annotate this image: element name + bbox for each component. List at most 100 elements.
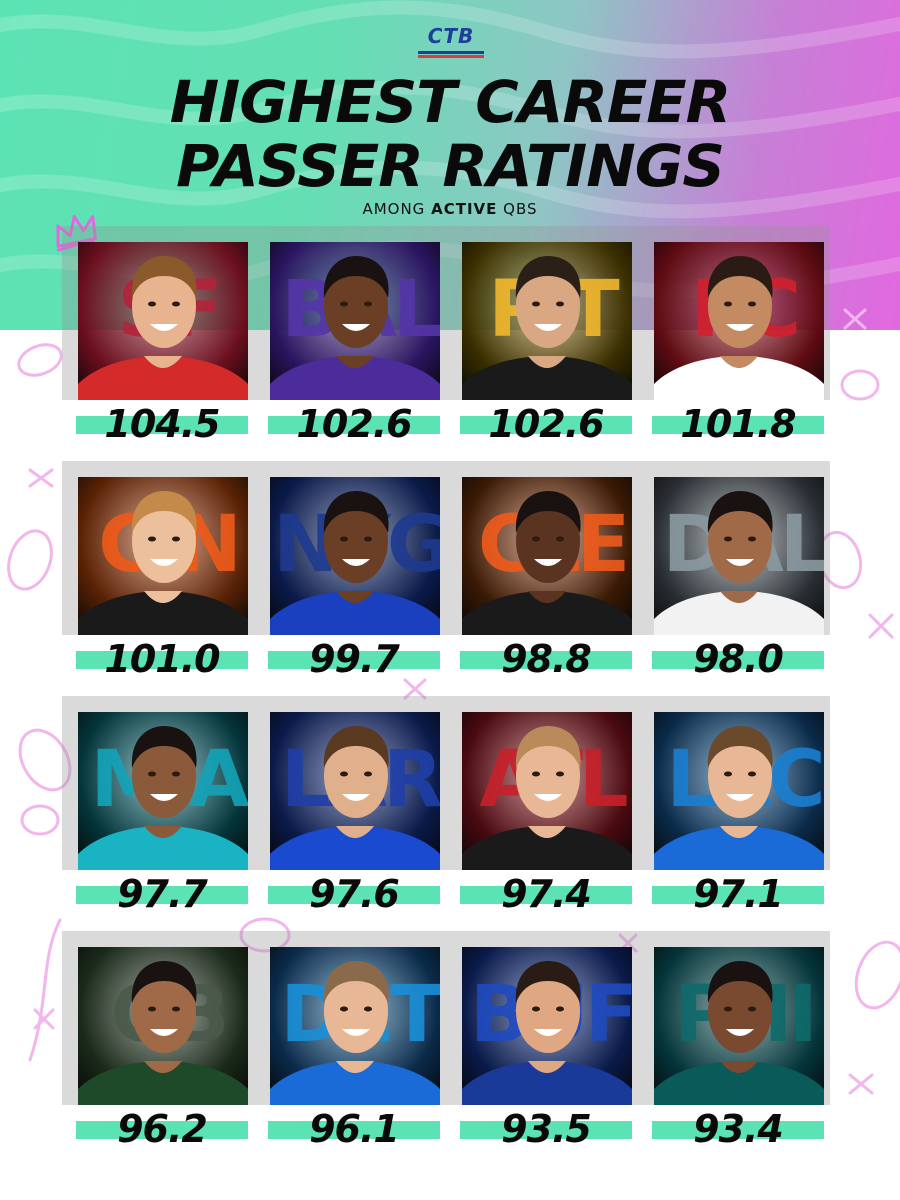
passer-rating: 104.5 <box>104 402 220 446</box>
rating-highlight-bar <box>460 1121 632 1139</box>
passer-rating: 97.1 <box>693 872 784 916</box>
player-jersey <box>78 1061 248 1105</box>
player-photo: MIA <box>78 712 248 870</box>
player-jersey <box>654 356 824 400</box>
player-head <box>131 256 197 348</box>
player-head <box>131 961 197 1053</box>
page-subtitle: AMONG ACTIVE QBS <box>0 200 900 218</box>
player-photo: PHI <box>654 947 824 1105</box>
passer-rating: 102.6 <box>296 402 412 446</box>
rating-highlight-bar <box>460 416 632 434</box>
player-jersey <box>654 1061 824 1105</box>
player-head <box>131 491 197 583</box>
passer-rating: 102.6 <box>488 402 604 446</box>
player-jersey <box>270 591 440 635</box>
subtitle-emphasis: ACTIVE <box>431 200 498 218</box>
player-card: DET96.1 <box>254 931 446 1166</box>
player-card: BUF93.5 <box>446 931 638 1166</box>
player-head <box>323 961 389 1053</box>
player-head <box>131 726 197 818</box>
player-photo: CIN <box>78 477 248 635</box>
player-head <box>515 491 581 583</box>
passer-rating: 93.5 <box>501 1107 592 1151</box>
player-grid: SF104.5BAL102.6PIT102.6KC101.8CIN101.0NY… <box>62 226 838 1186</box>
player-card: NYG99.7 <box>254 461 446 696</box>
player-card: BAL102.6 <box>254 226 446 461</box>
player-head <box>515 961 581 1053</box>
player-card: ATL97.4 <box>446 696 638 931</box>
page-title-line-1: HIGHEST CAREER <box>169 68 731 136</box>
player-photo: KC <box>654 242 824 400</box>
player-head <box>323 726 389 818</box>
player-photo: ATL <box>462 712 632 870</box>
rating-highlight-bar <box>460 651 632 669</box>
rating-highlight-bar <box>268 416 440 434</box>
player-head <box>323 256 389 348</box>
player-photo: DAL <box>654 477 824 635</box>
player-card: PHI93.4 <box>638 931 830 1166</box>
rating-highlight-bar <box>652 416 824 434</box>
page-title-line-2: PASSER RATINGS <box>176 132 725 200</box>
player-card: MIA97.7 <box>62 696 254 931</box>
player-jersey <box>462 1061 632 1105</box>
player-jersey <box>462 591 632 635</box>
rating-highlight-bar <box>652 886 824 904</box>
logo-stripe-red <box>418 55 484 58</box>
player-head <box>707 961 773 1053</box>
passer-rating: 97.7 <box>117 872 208 916</box>
passer-rating: 98.0 <box>693 637 784 681</box>
rating-highlight-bar <box>652 1121 824 1139</box>
player-jersey <box>270 1061 440 1105</box>
rating-highlight-bar <box>76 416 248 434</box>
player-card: LAC97.1 <box>638 696 830 931</box>
player-photo: GB <box>78 947 248 1105</box>
player-photo: BUF <box>462 947 632 1105</box>
player-jersey <box>654 591 824 635</box>
player-jersey <box>462 356 632 400</box>
player-head <box>323 491 389 583</box>
player-jersey <box>78 356 248 400</box>
player-card: GB96.2 <box>62 931 254 1166</box>
player-photo: CLE <box>462 477 632 635</box>
passer-rating: 98.8 <box>501 637 592 681</box>
player-photo: LAC <box>654 712 824 870</box>
rating-highlight-bar <box>76 651 248 669</box>
passer-rating: 97.6 <box>309 872 400 916</box>
rating-highlight-bar <box>268 651 440 669</box>
player-jersey <box>270 356 440 400</box>
crown-icon <box>56 214 97 252</box>
subtitle-prefix: AMONG <box>362 200 426 218</box>
rating-highlight-bar <box>76 886 248 904</box>
player-head <box>515 256 581 348</box>
player-card: LAR97.6 <box>254 696 446 931</box>
ctb-logo: CTB <box>414 24 488 60</box>
player-jersey <box>462 826 632 870</box>
player-photo: BAL <box>270 242 440 400</box>
player-card: CIN101.0 <box>62 461 254 696</box>
player-jersey <box>78 591 248 635</box>
passer-rating: 101.0 <box>104 637 220 681</box>
player-card: PIT102.6 <box>446 226 638 461</box>
player-photo: DET <box>270 947 440 1105</box>
player-jersey <box>78 826 248 870</box>
player-photo: SF <box>78 242 248 400</box>
rating-highlight-bar <box>652 651 824 669</box>
player-head <box>707 726 773 818</box>
player-head <box>707 256 773 348</box>
passer-rating: 96.1 <box>309 1107 400 1151</box>
player-jersey <box>654 826 824 870</box>
player-photo: LAR <box>270 712 440 870</box>
passer-rating: 96.2 <box>117 1107 208 1151</box>
logo-text: CTB <box>427 24 475 48</box>
rating-highlight-bar <box>76 1121 248 1139</box>
player-card: CLE98.8 <box>446 461 638 696</box>
player-photo: PIT <box>462 242 632 400</box>
rating-highlight-bar <box>268 886 440 904</box>
passer-rating: 99.7 <box>309 637 400 681</box>
player-photo: NYG <box>270 477 440 635</box>
subtitle-suffix: QBS <box>503 200 538 218</box>
player-card: SF104.5 <box>62 226 254 461</box>
rating-highlight-bar <box>460 886 632 904</box>
rating-highlight-bar <box>268 1121 440 1139</box>
passer-rating: 97.4 <box>501 872 592 916</box>
